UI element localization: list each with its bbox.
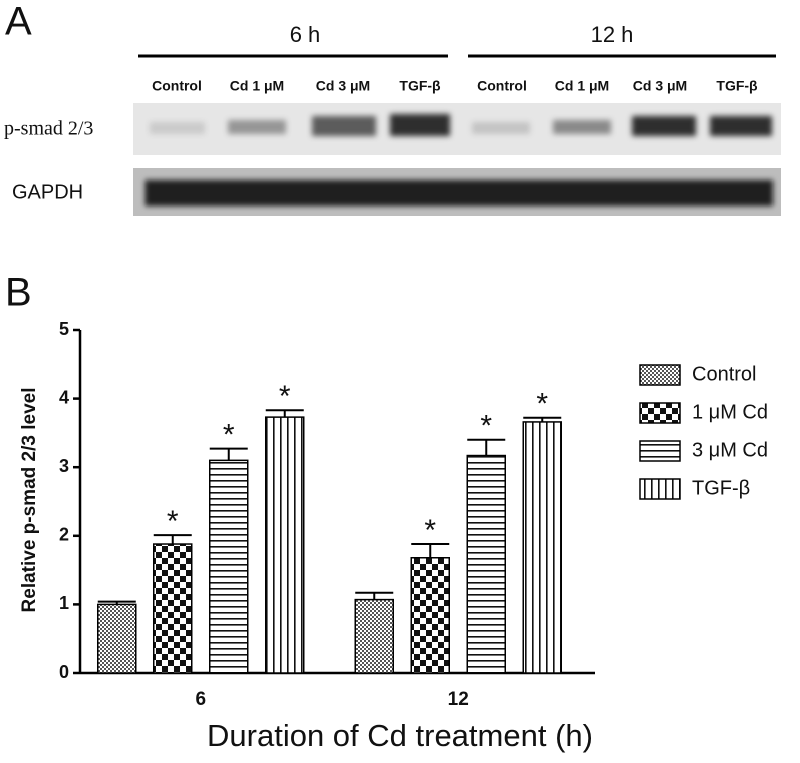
significance-mark: *: [223, 419, 235, 452]
bands: [145, 114, 773, 206]
y-tick-label: 0: [59, 662, 69, 682]
bar: [153, 543, 193, 674]
legend-label: 3 μM Cd: [692, 439, 768, 461]
significance-mark: *: [279, 380, 291, 413]
bar: [522, 421, 562, 674]
lane-label: Control: [477, 78, 527, 94]
y-tick-label: 2: [59, 525, 69, 545]
lane-label: Control: [152, 78, 202, 94]
bar: [466, 454, 506, 674]
legend-swatch: [639, 440, 681, 462]
significance-mark: *: [424, 514, 436, 547]
lane-label: Cd 3 μM: [633, 78, 687, 94]
legend-swatch: [639, 364, 681, 386]
x-axis-label: Duration of Cd treatment (h): [207, 718, 593, 753]
lane-label: TGF-β: [399, 78, 441, 94]
y-tick-label: 5: [59, 319, 69, 339]
y-tick-label: 4: [59, 387, 69, 407]
significance-mark: *: [480, 410, 492, 443]
bar: [209, 459, 249, 674]
y-tick-label: 3: [59, 456, 69, 476]
lane-label: Cd 1 μM: [230, 78, 284, 94]
y-axis-label: Relative p-smad 2/3 level: [19, 388, 40, 613]
bar: [354, 598, 394, 674]
lane-label: Cd 1 μM: [555, 78, 609, 94]
lane-label: TGF-β: [716, 78, 758, 94]
significance-mark: *: [536, 388, 548, 421]
legend-swatch: [639, 478, 681, 500]
bar: [265, 416, 305, 674]
significance-mark: *: [167, 505, 179, 538]
legend-swatch: [639, 402, 681, 424]
lane-labels: Control Cd 1 μM Cd 3 μM TGF-β Control Cd 1 μM…: [152, 78, 758, 94]
legend-label: TGF-β: [692, 477, 750, 499]
bar: [410, 557, 450, 674]
x-tick-label: 12: [448, 689, 469, 710]
panel-label: A: [5, 0, 32, 44]
row-label: p-smad 2/3: [4, 118, 93, 140]
x-tick-label: 6: [195, 689, 206, 710]
legend-label: 1 μM Cd: [692, 401, 768, 423]
panel-label: B: [5, 271, 32, 315]
bar: [97, 603, 137, 674]
time-label: 6 h: [290, 22, 321, 47]
y-tick-label: 1: [59, 593, 69, 613]
legend-label: Control: [692, 363, 756, 385]
row-label: GAPDH: [12, 181, 83, 203]
time-label: 12 h: [591, 22, 634, 47]
lane-label: Cd 3 μM: [316, 78, 370, 94]
